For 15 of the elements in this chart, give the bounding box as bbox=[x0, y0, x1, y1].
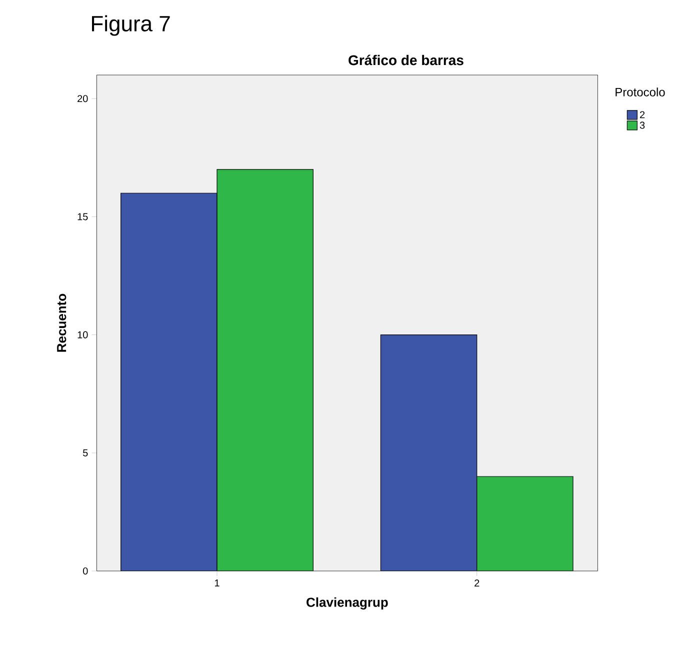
y-tick-label: 0 bbox=[83, 567, 88, 575]
chart-title: Gráfico de barras bbox=[348, 54, 464, 66]
y-tick-label: 10 bbox=[78, 331, 88, 338]
legend-title: Protocolo bbox=[616, 88, 665, 96]
y-tick-label: 5 bbox=[83, 449, 88, 456]
y-tick-label: 20 bbox=[78, 95, 88, 102]
x-tick-label: 1 bbox=[215, 580, 220, 586]
y-tick-label: 15 bbox=[78, 213, 88, 220]
y-axis-title: Recuento bbox=[57, 294, 66, 352]
legend-label: 3 bbox=[640, 122, 645, 129]
x-axis-title: Clavienagrup bbox=[306, 597, 388, 610]
bar bbox=[476, 476, 574, 571]
bar bbox=[216, 169, 314, 571]
text: Figura 7 bbox=[92, 15, 170, 36]
legend-label: 2 bbox=[640, 111, 645, 118]
